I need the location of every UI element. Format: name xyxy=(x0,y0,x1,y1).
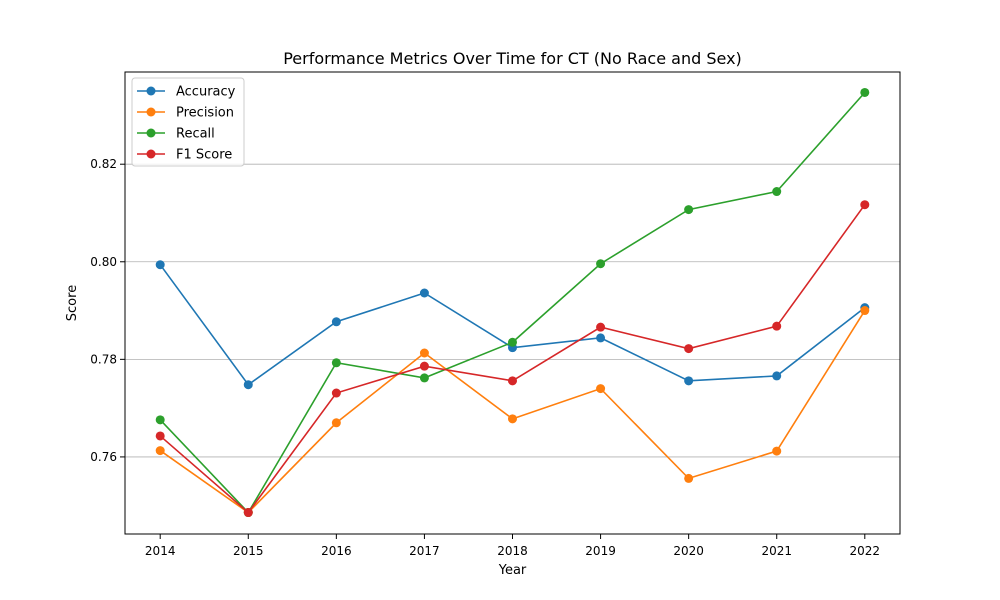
data-point-precision xyxy=(860,306,870,316)
gridlines xyxy=(125,163,900,458)
data-point-f1-score xyxy=(331,388,341,398)
x-tick-label: 2016 xyxy=(321,544,352,558)
y-axis-label: Score xyxy=(65,285,80,321)
legend-swatch-marker xyxy=(146,149,156,159)
x-tick-label: 2018 xyxy=(497,544,528,558)
data-point-f1-score xyxy=(860,200,870,210)
legend-label: Precision xyxy=(176,106,234,121)
series-line-accuracy xyxy=(159,264,866,386)
data-point-precision xyxy=(331,418,341,428)
data-point-recall xyxy=(155,415,165,425)
data-point-accuracy xyxy=(155,260,165,270)
x-tick-label: 2020 xyxy=(673,544,704,558)
legend-label: Recall xyxy=(176,127,215,142)
data-point-precision xyxy=(772,446,782,456)
data-point-recall xyxy=(419,373,429,383)
legend-swatch-marker xyxy=(146,128,156,138)
data-point-f1-score xyxy=(684,344,694,354)
data-point-recall xyxy=(860,87,870,97)
series-precision xyxy=(155,306,870,518)
data-point-recall xyxy=(684,205,694,215)
x-tick-label: 2019 xyxy=(585,544,616,558)
data-point-recall xyxy=(772,187,782,197)
data-point-accuracy xyxy=(419,288,429,298)
data-point-f1-score xyxy=(155,431,165,441)
legend-box xyxy=(131,77,245,167)
data-point-recall xyxy=(508,337,517,347)
data-point-accuracy xyxy=(331,317,341,327)
data-point-accuracy xyxy=(243,380,253,390)
data-point-f1-score xyxy=(419,361,429,371)
legend-entry-recall: Recall xyxy=(137,127,215,142)
x-tick-label: 2021 xyxy=(761,544,792,558)
series-recall xyxy=(155,87,870,518)
data-point-precision xyxy=(508,414,517,424)
legend: Accuracy Precision Recall F1 Score xyxy=(131,77,245,167)
series-f1-score xyxy=(155,200,870,518)
legend-swatch-marker xyxy=(146,107,156,117)
y-axis: 0.76 0.78 0.80 0.82 xyxy=(90,157,125,464)
y-tick-label: 0.76 xyxy=(90,450,117,464)
data-point-f1-score xyxy=(772,321,782,331)
data-point-precision xyxy=(419,348,429,358)
data-point-precision xyxy=(684,473,694,483)
series-line-f1-score xyxy=(159,204,866,514)
chart-title: Performance Metrics Over Time for CT (No… xyxy=(283,49,742,68)
series-line-recall xyxy=(159,91,866,514)
data-point-precision xyxy=(596,384,606,394)
legend-entry-accuracy: Accuracy xyxy=(137,85,236,100)
x-axis-label: Year xyxy=(498,563,527,578)
y-tick-label: 0.82 xyxy=(90,157,117,171)
data-point-f1-score xyxy=(596,322,606,332)
series-accuracy xyxy=(155,260,870,390)
y-tick-label: 0.80 xyxy=(90,255,117,269)
legend-label: F1 Score xyxy=(176,148,232,163)
x-tick-label: 2017 xyxy=(409,544,440,558)
legend-entry-precision: Precision xyxy=(137,106,234,121)
x-tick-label: 2015 xyxy=(233,544,264,558)
data-point-accuracy xyxy=(772,371,782,381)
x-tick-label: 2014 xyxy=(145,544,176,558)
series-layer xyxy=(155,87,870,518)
legend-label: Accuracy xyxy=(176,85,236,100)
data-point-f1-score xyxy=(243,508,253,518)
data-point-precision xyxy=(155,446,165,456)
data-point-recall xyxy=(596,259,606,269)
data-point-f1-score xyxy=(508,376,517,386)
x-axis: 2014 2015 2016 2017 2018 2019 2020 2021 2022 xyxy=(145,534,880,558)
legend-swatch-marker xyxy=(146,86,156,96)
data-point-accuracy xyxy=(596,333,606,343)
data-point-accuracy xyxy=(684,376,694,386)
data-point-recall xyxy=(331,358,341,368)
legend-entry-f1-score: F1 Score xyxy=(137,148,232,163)
x-tick-label: 2022 xyxy=(850,544,881,558)
y-tick-label: 0.78 xyxy=(90,352,117,366)
